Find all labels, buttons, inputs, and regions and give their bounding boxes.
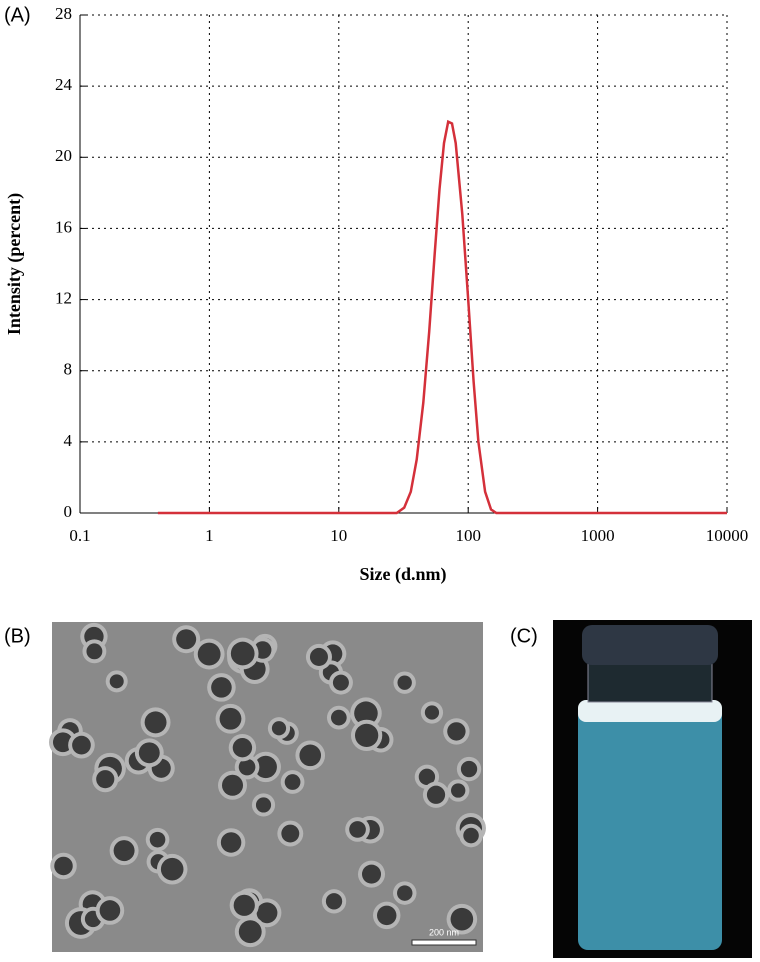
tem-image: 200 nm bbox=[48, 622, 486, 952]
particle bbox=[149, 831, 166, 848]
particle bbox=[96, 770, 115, 789]
particle bbox=[233, 894, 255, 916]
particle bbox=[330, 709, 347, 726]
x-axis-label: Size (d.nm) bbox=[360, 564, 447, 585]
particle bbox=[349, 821, 366, 838]
y-tick-label: 0 bbox=[64, 502, 73, 521]
line-series bbox=[157, 119, 727, 515]
particle bbox=[109, 674, 124, 689]
particle bbox=[281, 824, 300, 843]
particle bbox=[160, 857, 184, 881]
panel-label: (A) bbox=[4, 4, 31, 26]
particle bbox=[238, 758, 256, 776]
particle bbox=[271, 721, 287, 736]
particle bbox=[256, 902, 278, 924]
particle bbox=[99, 900, 121, 921]
particle bbox=[299, 744, 322, 767]
particle bbox=[377, 905, 397, 926]
y-tick-label: 20 bbox=[55, 146, 72, 165]
particle bbox=[309, 647, 328, 666]
vial-cap bbox=[582, 625, 718, 665]
particle bbox=[361, 864, 382, 884]
meniscus bbox=[578, 700, 722, 722]
particle bbox=[418, 768, 436, 786]
particle bbox=[238, 920, 262, 944]
particle bbox=[72, 735, 91, 755]
scale-bar bbox=[411, 939, 477, 946]
y-tick-label: 12 bbox=[55, 288, 72, 307]
particle bbox=[230, 641, 255, 666]
vial-photo bbox=[553, 620, 752, 958]
particle bbox=[397, 885, 413, 901]
particle bbox=[255, 797, 272, 813]
x-tick-label: 1000 bbox=[581, 526, 615, 545]
x-tick-label: 1 bbox=[205, 526, 214, 545]
x-tick-label: 10000 bbox=[706, 526, 749, 545]
particle bbox=[86, 643, 103, 660]
panel-label: (B) bbox=[4, 625, 31, 647]
x-tick-label: 10 bbox=[330, 526, 347, 545]
particle bbox=[447, 722, 466, 741]
y-tick-label: 8 bbox=[64, 360, 73, 379]
scale-bar-label: 200 nm bbox=[429, 927, 459, 937]
vial-liquid bbox=[578, 700, 722, 950]
y-tick-label: 16 bbox=[55, 217, 72, 236]
particle bbox=[220, 832, 242, 853]
particle bbox=[221, 774, 244, 796]
particle bbox=[52, 732, 73, 753]
y-axis-label: Intensity (percent) bbox=[4, 193, 25, 335]
particle bbox=[450, 907, 474, 931]
particle bbox=[138, 742, 160, 764]
x-tick-label: 100 bbox=[455, 526, 481, 545]
particle bbox=[113, 840, 135, 862]
particle bbox=[254, 755, 277, 779]
vial-neck bbox=[587, 659, 713, 703]
particle bbox=[424, 705, 440, 720]
particle bbox=[144, 711, 167, 734]
x-tick-label: 0.1 bbox=[69, 526, 90, 545]
particle bbox=[176, 629, 197, 650]
particle bbox=[332, 674, 349, 691]
particle bbox=[54, 856, 73, 876]
particle bbox=[325, 893, 343, 910]
particle bbox=[451, 783, 466, 798]
y-tick-label: 24 bbox=[55, 75, 73, 94]
particle bbox=[426, 785, 446, 804]
y-tick-label: 4 bbox=[64, 431, 73, 450]
particle bbox=[219, 707, 242, 730]
particle bbox=[211, 677, 232, 698]
particle bbox=[284, 774, 301, 790]
particle bbox=[232, 737, 253, 758]
panel-label: (C) bbox=[510, 625, 538, 647]
particle bbox=[354, 701, 378, 725]
particle bbox=[397, 675, 412, 690]
particle bbox=[460, 760, 478, 778]
particle bbox=[197, 642, 221, 666]
particle bbox=[354, 723, 379, 748]
particle bbox=[463, 827, 479, 844]
y-tick-label: 28 bbox=[55, 4, 72, 23]
